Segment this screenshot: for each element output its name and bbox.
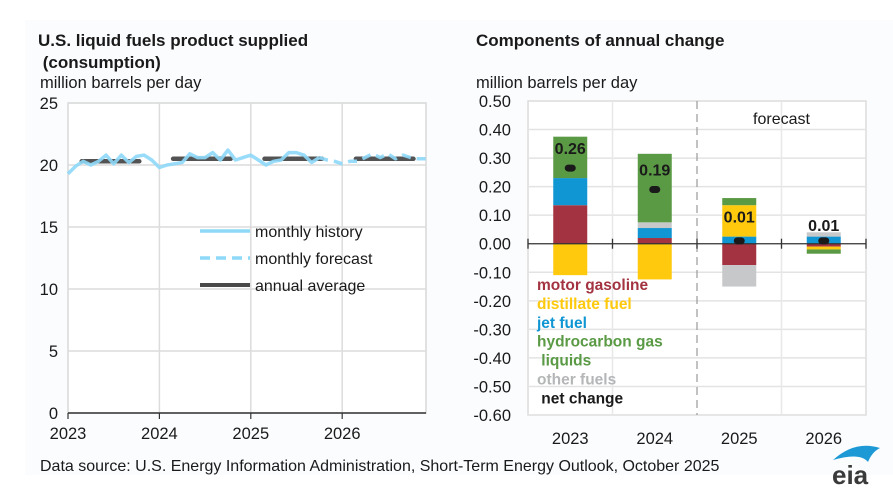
legend-entry: hydrocarbon gas [537, 334, 663, 351]
right-y-tick-label: 0.20 [479, 179, 511, 197]
left-chart-title-line2: (consumption) [38, 53, 161, 72]
left-y-tick-label: 10 [40, 281, 58, 299]
left-chart-title-line1: U.S. liquid fuels product supplied [38, 31, 308, 50]
bar-segment-hydrocarbon-gas-liquids [722, 198, 757, 206]
legend-entry: distillate fuel [537, 296, 632, 313]
right-y-tick-label: -0.30 [473, 321, 511, 339]
bar-segment-distillate-fuel [806, 246, 841, 250]
bar-segment-motor-gasoline [722, 243, 757, 266]
monthly-history-line [66, 148, 321, 175]
right-y-tick-label: 0.50 [479, 93, 511, 111]
left-y-tick-label: 20 [40, 157, 58, 175]
net-change-label: 0.19 [639, 163, 670, 180]
net-change-label: 0.26 [555, 141, 586, 158]
left-x-tick-label: 2024 [141, 425, 178, 443]
right-y-tick-label: 0.30 [479, 150, 511, 168]
right-y-tick-label: -0.10 [473, 264, 511, 282]
right-x-tick-label: 2024 [636, 430, 673, 448]
bar-segment-motor-gasoline [553, 205, 588, 244]
bar-segment-distillate-fuel [722, 205, 757, 237]
right-chart-unit-label: million barrels per day [476, 74, 638, 92]
bar-segment-jet-fuel [637, 228, 672, 239]
left-x-tick-label: 2026 [324, 425, 361, 443]
left-x-tick-label: 2025 [232, 425, 269, 443]
right-chart-legend: motor gasoline distillate fuel jet fuel hyd… [536, 277, 663, 407]
right-y-tick-label: -0.50 [473, 378, 511, 396]
net-change-marker [818, 237, 830, 245]
net-change-label: 0.01 [808, 218, 839, 235]
legend-entry: liquids [537, 353, 591, 370]
eia-logo-text: eia [832, 460, 869, 490]
left-y-tick-label: 15 [40, 219, 58, 237]
data-source-note: Data source: U.S. Energy Information Adm… [40, 458, 720, 475]
eia-logo: eia [832, 445, 880, 490]
right-y-tick-label: 0.00 [479, 236, 511, 254]
right-x-tick-label: 2026 [805, 430, 842, 448]
left-y-tick-label: 0 [49, 405, 58, 423]
monthly-forecast-line [318, 152, 426, 166]
right-x-tick-label: 2023 [552, 430, 589, 448]
net-change-marker [564, 164, 576, 172]
legend-entry: other fuels [537, 372, 616, 389]
legend-label: annual average [255, 278, 365, 295]
bar-segment-other-fuels [722, 265, 757, 287]
right-y-tick-label: -0.60 [473, 407, 511, 425]
bar-segment-other-fuels [637, 222, 672, 229]
legend-entry: jet fuel [536, 315, 587, 332]
net-change-label: 0.01 [724, 210, 755, 227]
net-change-marker [733, 237, 745, 245]
bar-segment-jet-fuel [553, 178, 588, 206]
legend-entry: net change [537, 390, 624, 407]
right-bar-chart: 0.50 0.40 0.30 0.20 0.10 0.00 -0.10 -0.20 -0.30 -… [473, 93, 867, 448]
left-y-tick-label: 25 [40, 95, 58, 113]
left-y-tick-label: 5 [49, 343, 58, 361]
legend-entry: motor gasoline [537, 277, 648, 294]
right-y-tick-label: 0.10 [479, 207, 511, 225]
right-y-tick-label: 0.40 [479, 122, 511, 140]
bar-segment-motor-gasoline [806, 243, 841, 247]
right-chart-title: Components of annual change [476, 31, 724, 50]
bar-segment-distillate-fuel [637, 243, 672, 280]
left-x-tick-label: 2023 [50, 425, 87, 443]
right-y-tick-label: -0.40 [473, 350, 511, 368]
left-chart-legend: monthly history monthly forecast annual av… [200, 224, 373, 295]
right-y-tick-label: -0.20 [473, 293, 511, 311]
eia-logo-arc-icon [833, 445, 880, 462]
legend-label: monthly forecast [255, 251, 373, 268]
bar-segment-distillate-fuel [553, 243, 588, 276]
forecast-label: forecast [753, 111, 810, 128]
legend-label: monthly history [255, 224, 363, 241]
right-x-tick-label: 2025 [721, 430, 758, 448]
bar-segment-motor-gasoline [637, 238, 672, 244]
left-chart-unit-label: million barrels per day [40, 74, 202, 92]
net-change-marker [649, 185, 661, 193]
bar-segment-hydrocarbon-gas-liquids [806, 249, 841, 254]
bar-segment-other-fuels [806, 232, 841, 237]
